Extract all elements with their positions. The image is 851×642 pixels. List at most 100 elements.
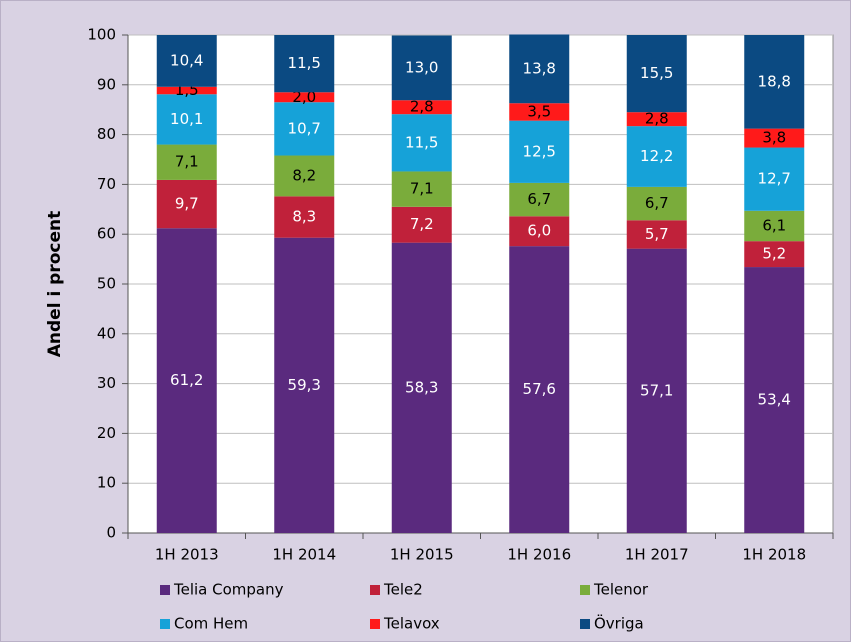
bar-segment <box>744 210 805 242</box>
bar-segment <box>744 147 805 211</box>
bar-segment <box>509 182 570 217</box>
data-label: 6,1 <box>762 216 786 234</box>
bar-segment <box>509 120 570 183</box>
bar-segment <box>744 241 805 268</box>
data-label: 10,1 <box>170 110 203 128</box>
bar-segment <box>626 112 687 127</box>
data-label: 7,1 <box>175 153 199 171</box>
bar-segment <box>509 246 570 534</box>
bar-segment <box>391 114 452 172</box>
data-label: 61,2 <box>170 371 203 389</box>
data-label: 13,8 <box>523 59 556 77</box>
bar-segment <box>391 171 452 207</box>
legend-swatch <box>370 585 380 595</box>
y-tick-label: 10 <box>97 474 116 492</box>
data-label: 57,1 <box>640 381 673 399</box>
data-label: 12,2 <box>640 147 673 165</box>
data-label: 7,1 <box>410 180 434 198</box>
bar-segment <box>274 155 335 197</box>
data-label: 7,2 <box>410 215 434 233</box>
bar-segment <box>509 34 570 104</box>
data-label: 58,3 <box>405 378 438 396</box>
bar-segment <box>744 267 805 533</box>
legend-swatch <box>160 619 170 629</box>
bar-segment <box>391 100 452 115</box>
y-tick-label: 80 <box>97 125 116 143</box>
y-axis-label: Andel i procent <box>45 211 65 358</box>
data-label: 5,2 <box>762 245 786 263</box>
bar-segment <box>509 103 570 121</box>
bar-segment <box>156 86 217 95</box>
x-tick-label: 1H 2014 <box>272 546 336 564</box>
y-tick-label: 90 <box>97 75 116 93</box>
bar-segment <box>626 248 687 533</box>
bar-segment <box>156 228 217 533</box>
bar-segment <box>274 237 335 533</box>
bar-segment <box>626 186 687 221</box>
data-label: 8,3 <box>292 208 316 226</box>
data-label: 5,7 <box>645 225 669 243</box>
bar-segment <box>274 92 335 103</box>
bar-segment <box>509 216 570 247</box>
bar-segment <box>391 35 452 101</box>
y-tick-label: 0 <box>106 524 116 542</box>
bar-segment <box>156 94 217 145</box>
bar-segment <box>156 179 217 229</box>
data-label: 59,3 <box>288 376 321 394</box>
x-tick-label: 1H 2017 <box>625 546 689 564</box>
data-label: 12,7 <box>758 170 791 188</box>
bar-segment <box>156 35 217 87</box>
y-tick-label: 30 <box>97 374 116 392</box>
data-label: 11,5 <box>405 133 438 151</box>
data-label: 53,4 <box>758 391 791 409</box>
y-tick-label: 60 <box>97 225 116 243</box>
data-label: 3,5 <box>527 102 551 120</box>
x-tick-label: 1H 2016 <box>507 546 571 564</box>
bar-segment <box>626 220 687 249</box>
legend-swatch <box>580 619 590 629</box>
data-label: 9,7 <box>175 195 199 213</box>
data-label: 10,7 <box>288 119 321 137</box>
legend-label: Telavox <box>383 615 440 633</box>
bar-segment <box>391 206 452 243</box>
data-label: 2,8 <box>410 98 434 116</box>
data-label: 18,8 <box>758 72 791 90</box>
data-label: 3,8 <box>762 129 786 147</box>
bar-segment <box>626 126 687 187</box>
x-tick-label: 1H 2018 <box>742 546 806 564</box>
data-label: 6,7 <box>645 194 669 212</box>
y-tick-label: 100 <box>87 26 116 44</box>
bar-segment <box>274 196 335 238</box>
data-label: 11,5 <box>288 54 321 72</box>
x-tick-label: 1H 2015 <box>390 546 454 564</box>
legend-label: Tele2 <box>383 581 423 599</box>
data-label: 13,0 <box>405 58 438 76</box>
legend-label: Telenor <box>593 581 649 599</box>
data-label: 2,8 <box>645 110 669 128</box>
bar-segment <box>626 35 687 113</box>
bar-segment <box>156 144 217 180</box>
data-label: 12,5 <box>523 142 556 160</box>
legend-label: Telia Company <box>173 581 284 599</box>
data-label: 6,7 <box>527 190 551 208</box>
legend-swatch <box>580 585 590 595</box>
y-tick-label: 40 <box>97 324 116 342</box>
y-tick-label: 20 <box>97 424 116 442</box>
legend-label: Övriga <box>594 614 644 633</box>
data-label: 57,6 <box>523 380 556 398</box>
data-label: 15,5 <box>640 64 673 82</box>
bar-segment <box>744 128 805 148</box>
y-tick-label: 50 <box>97 275 116 293</box>
legend-label: Com Hem <box>174 615 248 633</box>
bar-segment <box>274 35 335 93</box>
bar-segment <box>744 35 805 129</box>
y-tick-label: 70 <box>97 175 116 193</box>
legend-swatch <box>370 619 380 629</box>
data-label: 10,4 <box>170 51 203 69</box>
bar-segment <box>391 242 452 533</box>
legend-swatch <box>160 585 170 595</box>
x-tick-label: 1H 2013 <box>155 546 219 564</box>
data-label: 6,0 <box>527 222 551 240</box>
bar-segment <box>274 102 335 156</box>
